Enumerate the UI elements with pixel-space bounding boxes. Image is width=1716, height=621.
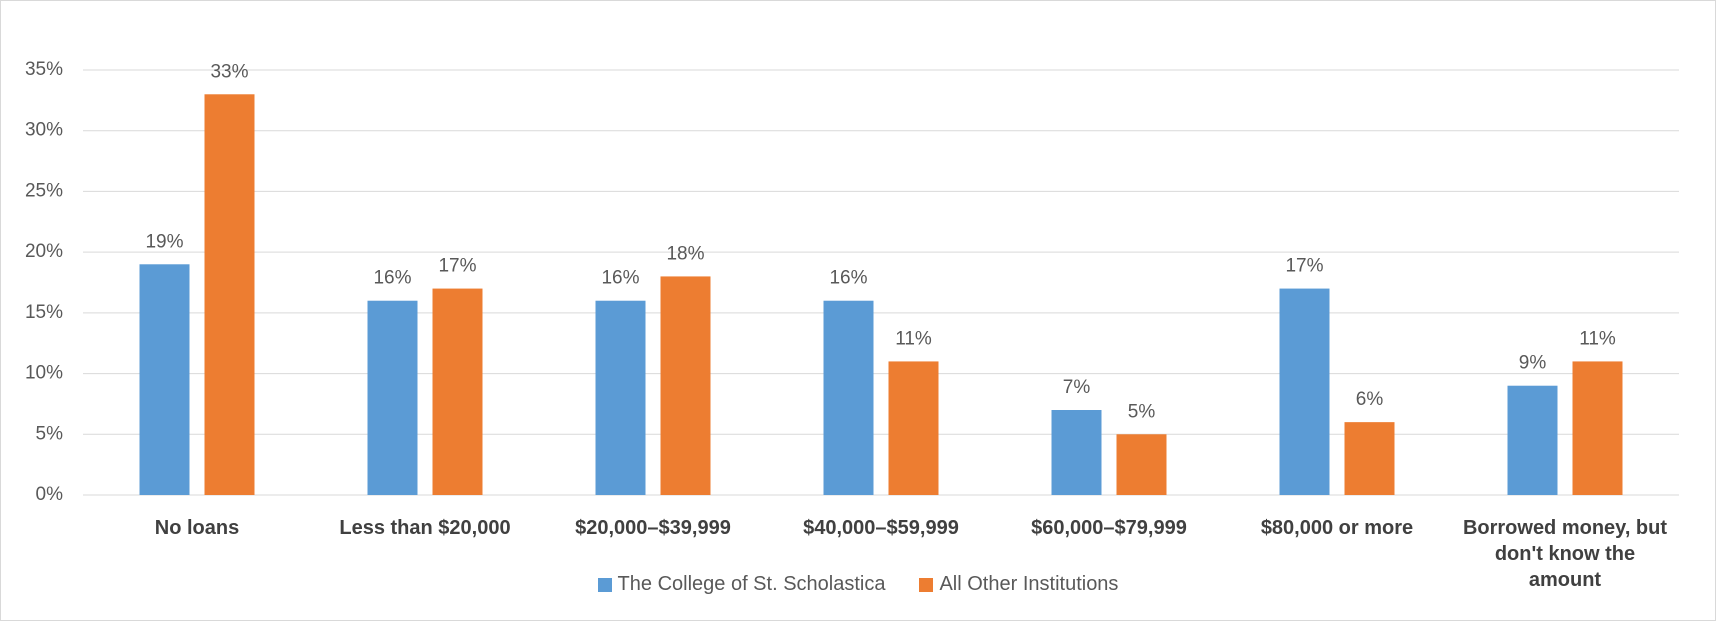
bar (595, 300, 646, 495)
bar (432, 288, 483, 495)
legend-label: The College of St. Scholastica (617, 573, 886, 595)
value-label: 9% (1519, 353, 1547, 374)
value-label: 17% (1285, 256, 1323, 277)
value-label: 11% (895, 328, 932, 349)
value-label: 18% (666, 243, 704, 264)
bar (1344, 422, 1395, 495)
legend-item: All Other Institutions (919, 573, 1118, 596)
value-label: 5% (1128, 401, 1156, 422)
bar (139, 264, 190, 495)
value-label: 17% (438, 256, 476, 277)
x-tick-label: No loans (154, 517, 240, 539)
legend-swatch (919, 577, 934, 592)
bar (888, 361, 939, 495)
bar (367, 300, 418, 495)
value-label: 6% (1356, 389, 1384, 410)
y-tick-label: 15% (25, 302, 63, 323)
x-tick-label: Less than $20,000 (339, 517, 511, 539)
bar (660, 276, 711, 495)
x-tick-label: $20,000–$39,999 (575, 517, 731, 539)
bar (1116, 434, 1167, 495)
y-tick-label: 30% (25, 120, 63, 141)
x-tick-label: $40,000–$59,999 (803, 517, 959, 539)
value-label: 11% (1579, 328, 1616, 349)
legend-swatch (597, 577, 612, 592)
value-label: 19% (145, 231, 183, 252)
value-label: 16% (829, 268, 867, 289)
bar (1507, 385, 1558, 495)
x-tick-label: Borrowed money, but don't know the amoun… (1462, 517, 1668, 591)
x-tick-label: $60,000–$79,999 (1031, 517, 1187, 539)
bar (204, 94, 255, 496)
y-tick-label: 35% (25, 59, 63, 80)
bar (1279, 288, 1330, 495)
y-tick-label: 20% (25, 241, 63, 262)
y-tick-label: 10% (25, 363, 63, 384)
bar (1051, 410, 1102, 495)
legend-item: The College of St. Scholastica (597, 573, 886, 596)
value-label: 7% (1063, 377, 1091, 398)
legend-label: All Other Institutions (939, 573, 1119, 595)
x-tick-label: $80,000 or more (1260, 517, 1414, 539)
y-tick-label: 5% (36, 423, 64, 444)
bar (823, 300, 874, 495)
value-label: 16% (373, 268, 411, 289)
legend: The College of St. Scholastica All Other … (1, 573, 1715, 596)
value-label: 33% (210, 61, 248, 82)
y-tick-label: 0% (36, 484, 64, 505)
y-tick-label: 25% (25, 180, 63, 201)
bar (1572, 361, 1623, 495)
value-label: 16% (601, 268, 639, 289)
